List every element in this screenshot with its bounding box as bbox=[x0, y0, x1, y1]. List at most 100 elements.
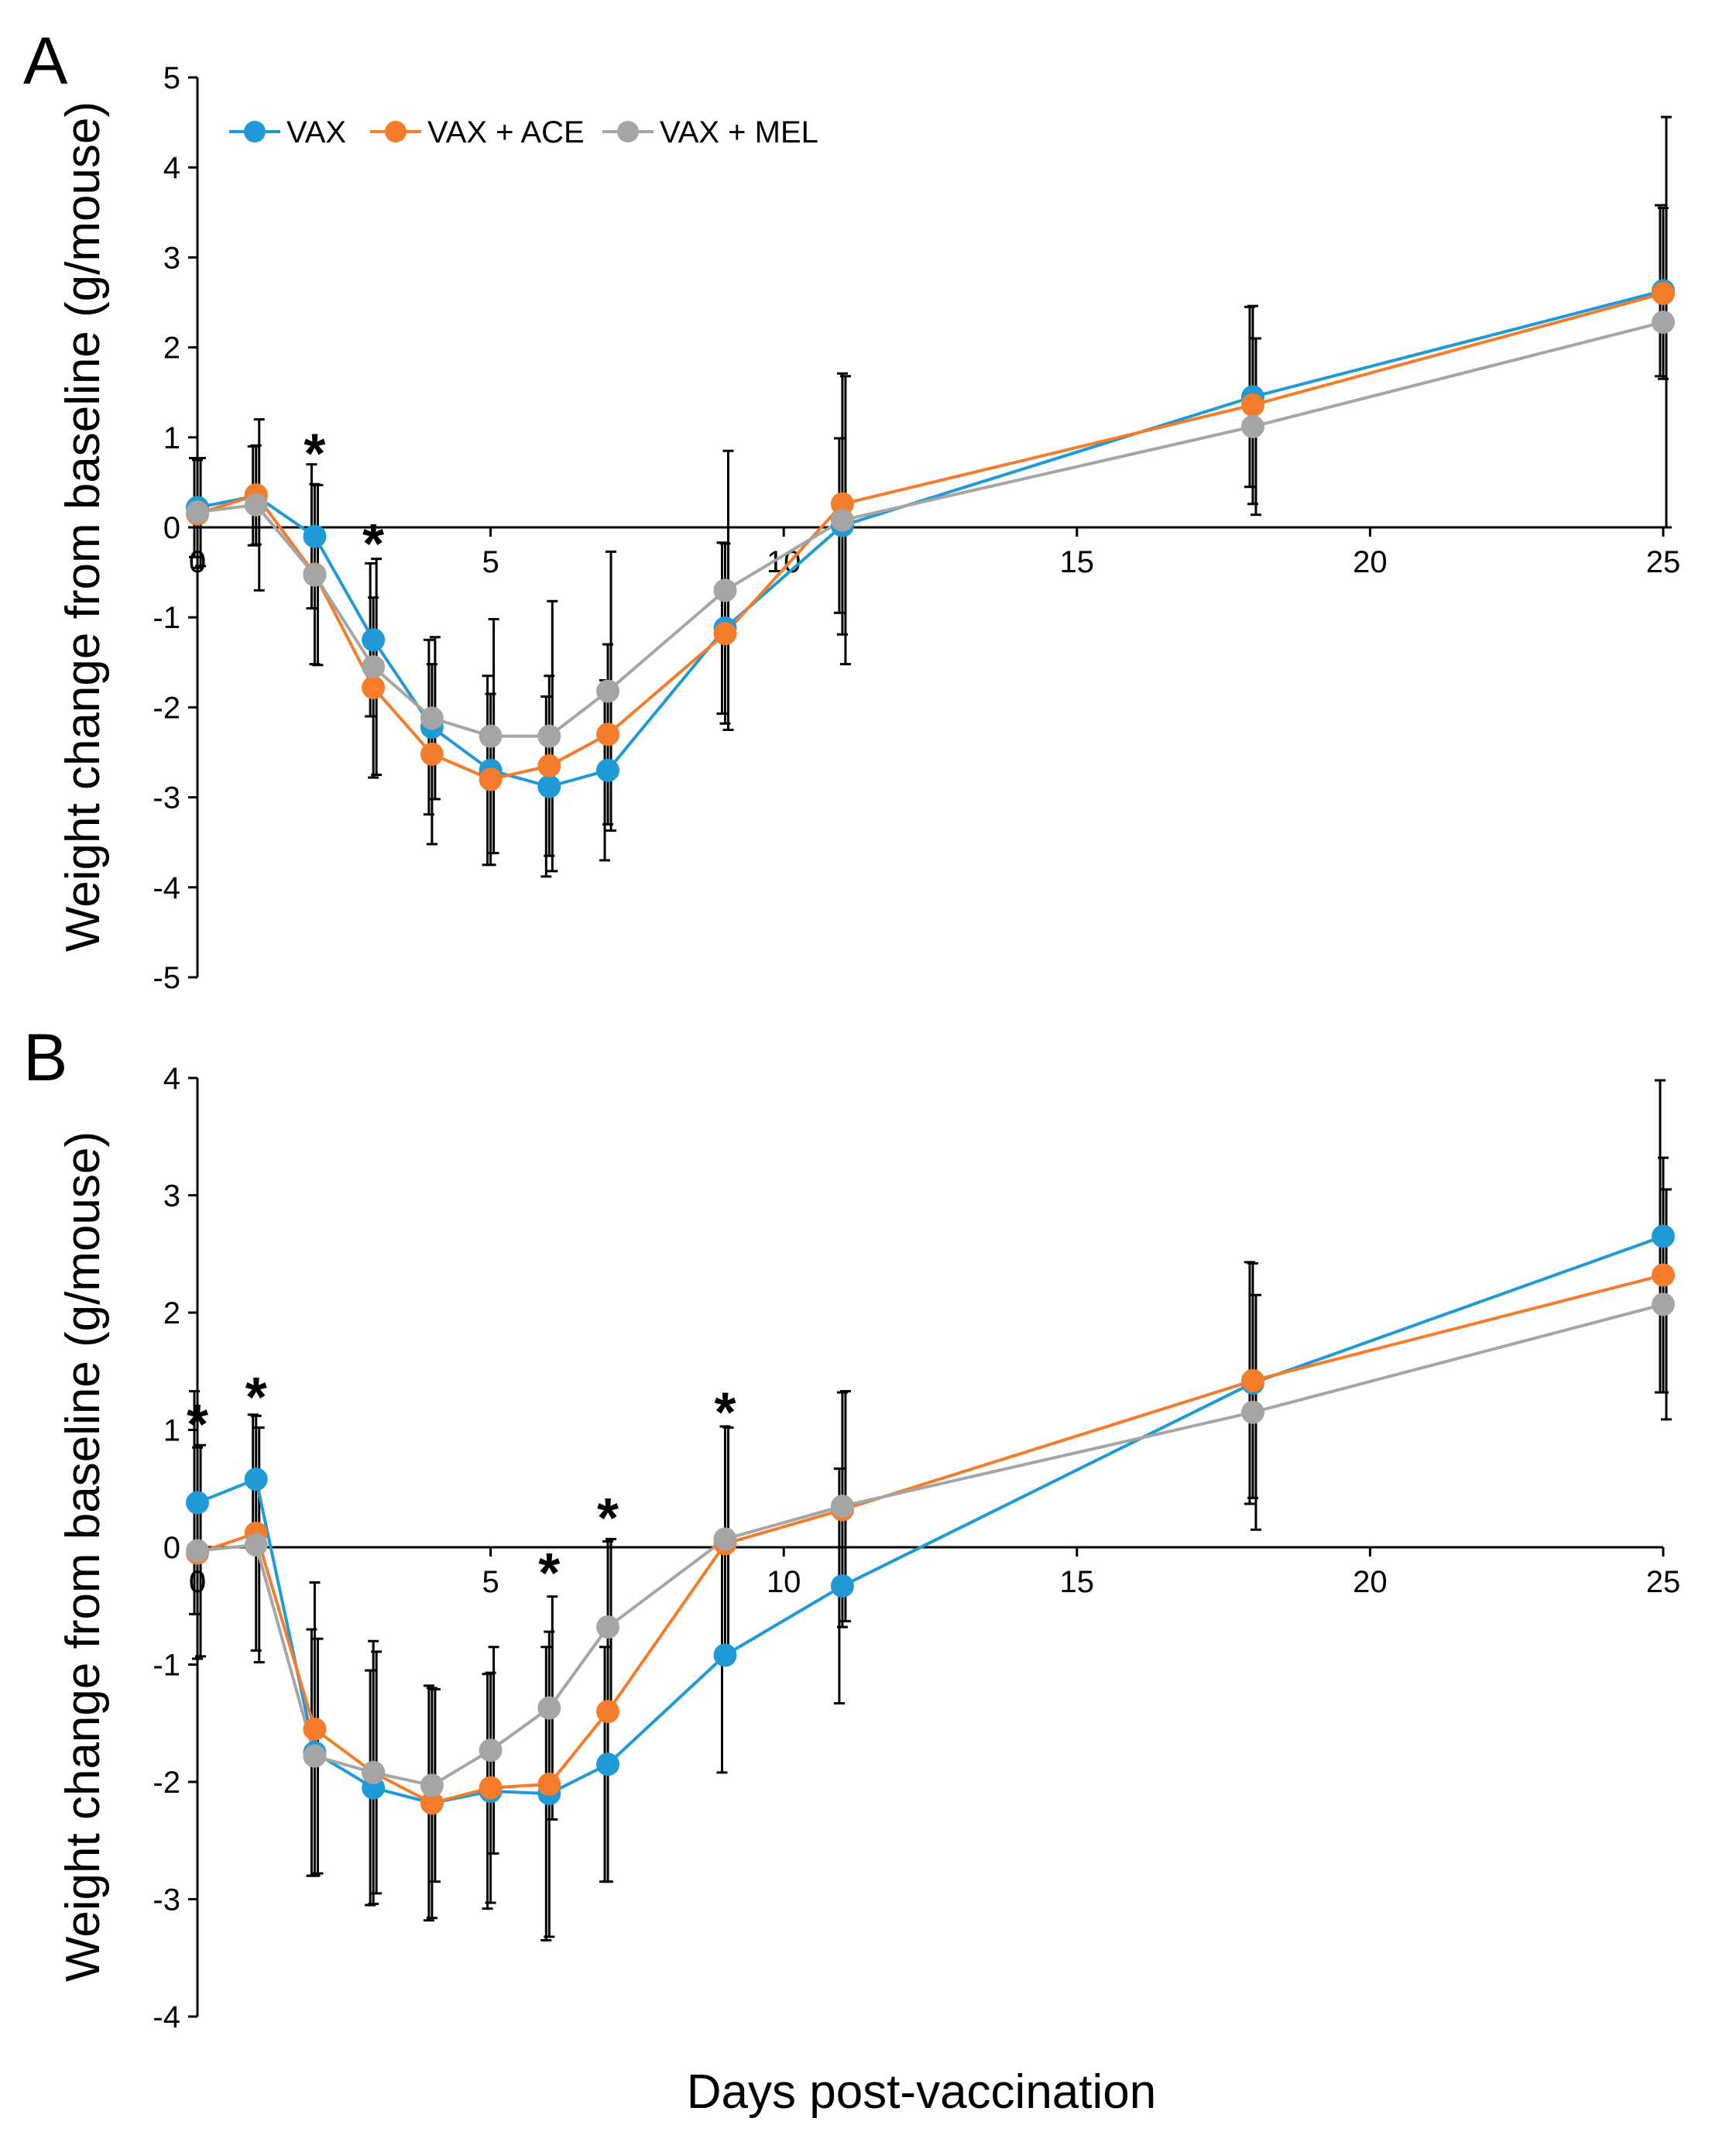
data-point-vax-ace bbox=[596, 723, 620, 747]
data-point-vax-mel bbox=[244, 1533, 268, 1557]
panel-a-label: A bbox=[23, 24, 68, 98]
x-tick-label: 10 bbox=[767, 1565, 801, 1599]
x-tick-label: 25 bbox=[1646, 1565, 1681, 1599]
x-tick-label: 25 bbox=[1646, 545, 1681, 579]
y-tick-label: 0 bbox=[163, 511, 180, 545]
data-point-vax-ace bbox=[1240, 1368, 1264, 1392]
data-point-vax-mel bbox=[479, 724, 503, 748]
x-tick-label: 20 bbox=[1353, 545, 1388, 579]
legend-mel-label: VAX + MEL bbox=[660, 115, 818, 149]
data-point-vax-ace bbox=[479, 1776, 503, 1800]
data-point-vax-mel bbox=[1240, 414, 1264, 438]
panel-b-significance-markers: * * * * * bbox=[187, 1367, 736, 1605]
data-point-vax-ace bbox=[713, 622, 737, 646]
data-point-vax-mel bbox=[244, 493, 268, 517]
y-tick-label: -3 bbox=[153, 1883, 180, 1917]
significance-star: * bbox=[362, 513, 384, 575]
panel-b: B -4-3-2-1012340510152025 ***** Weight c… bbox=[23, 1021, 1680, 2034]
x-tick-label: 15 bbox=[1060, 545, 1095, 579]
y-tick-label: -3 bbox=[153, 781, 180, 815]
y-tick-label: -5 bbox=[153, 961, 180, 995]
significance-star: * bbox=[304, 424, 325, 486]
y-tick-label: 3 bbox=[163, 241, 180, 275]
y-tick-label: 2 bbox=[163, 331, 180, 366]
y-tick-label: 3 bbox=[163, 1179, 180, 1213]
data-point-vax-ace bbox=[479, 767, 503, 791]
panel-a-y-axis-title: Weight change from baseline (g/mouse) bbox=[57, 101, 110, 952]
significance-star: * bbox=[245, 1367, 267, 1429]
series-line-vax bbox=[197, 289, 1664, 788]
data-point-vax-ace bbox=[1652, 281, 1675, 305]
data-point-vax-mel bbox=[479, 1739, 503, 1763]
series-line-vax bbox=[197, 1234, 1664, 1805]
x-tick-label: 5 bbox=[482, 545, 499, 579]
panel-a-series-lines bbox=[197, 289, 1664, 788]
data-point-vax-ace bbox=[1652, 1263, 1675, 1287]
series-line-vax-mel bbox=[197, 321, 1664, 738]
panel-b-y-axis-title: Weight change from baseline (g/mouse) bbox=[57, 1131, 110, 1982]
y-tick-label: 1 bbox=[163, 421, 180, 455]
data-point-vax-mel bbox=[1240, 1400, 1264, 1424]
series-line-vax-ace bbox=[197, 1273, 1664, 1805]
data-point-vax bbox=[596, 758, 620, 782]
data-point-vax-mel bbox=[303, 1744, 327, 1768]
panel-a-legend: VAX VAX + ACE VAX + MEL bbox=[229, 115, 818, 149]
legend-ace-label: VAX + ACE bbox=[427, 115, 585, 149]
data-point-vax-mel bbox=[1652, 1292, 1675, 1316]
data-point-vax-mel bbox=[537, 724, 561, 748]
data-point-vax-ace bbox=[303, 1717, 327, 1741]
y-tick-label: 4 bbox=[163, 151, 180, 185]
y-tick-label: -1 bbox=[153, 601, 180, 635]
y-tick-label: 2 bbox=[163, 1296, 180, 1330]
data-point-vax-mel bbox=[1652, 311, 1675, 335]
significance-star: * bbox=[714, 1382, 736, 1444]
panel-b-error-bars bbox=[189, 1079, 1672, 1942]
panel-a-significance-markers: ** bbox=[304, 424, 384, 575]
data-point-vax-ace bbox=[830, 492, 854, 516]
significance-star: * bbox=[597, 1488, 619, 1550]
legend-vax-marker bbox=[244, 121, 266, 142]
data-point-vax-mel bbox=[420, 706, 444, 730]
significance-star: * bbox=[187, 1394, 208, 1456]
data-point-vax-mel bbox=[420, 1773, 444, 1797]
data-point-vax-ace bbox=[362, 675, 386, 699]
y-tick-label: -2 bbox=[153, 691, 180, 725]
x-tick-label: 5 bbox=[482, 1565, 499, 1599]
data-point-vax bbox=[596, 1752, 620, 1776]
data-point-vax-mel bbox=[186, 1539, 209, 1563]
data-point-vax-ace bbox=[1240, 393, 1264, 417]
panel-b-label: B bbox=[23, 1021, 67, 1095]
legend-mel-marker bbox=[617, 121, 639, 142]
data-point-vax-ace bbox=[537, 1773, 561, 1797]
data-point-vax-mel bbox=[713, 578, 737, 602]
data-point-vax-mel bbox=[303, 563, 327, 587]
legend-vax-label: VAX bbox=[286, 115, 346, 149]
data-point-vax-mel bbox=[713, 1527, 737, 1551]
panel-b-series-lines bbox=[197, 1234, 1664, 1805]
data-point-vax-mel bbox=[362, 655, 386, 679]
x-axis-title: Days post-vaccination bbox=[687, 2065, 1157, 2119]
panel-b-axes: -4-3-2-1012340510152025 bbox=[153, 1062, 1680, 2034]
data-point-vax-mel bbox=[596, 679, 620, 703]
y-tick-label: -1 bbox=[153, 1649, 180, 1683]
data-point-vax-ace bbox=[537, 753, 561, 778]
y-tick-label: -2 bbox=[153, 1766, 180, 1800]
data-point-vax-mel bbox=[186, 500, 209, 524]
data-point-vax bbox=[1652, 1224, 1675, 1248]
data-point-vax-ace bbox=[420, 742, 444, 766]
significance-star: * bbox=[538, 1543, 560, 1605]
data-point-vax-mel bbox=[830, 1494, 854, 1518]
panel-b-data-points bbox=[186, 1224, 1675, 1815]
y-tick-label: 4 bbox=[163, 1062, 180, 1096]
data-point-vax bbox=[244, 1467, 268, 1492]
data-point-vax bbox=[303, 524, 327, 548]
series-line-vax-mel bbox=[197, 1303, 1664, 1787]
y-tick-label: 1 bbox=[163, 1414, 180, 1448]
data-point-vax bbox=[186, 1491, 209, 1515]
data-point-vax-ace bbox=[420, 1791, 444, 1815]
panel-a: A -5-4-3-2-10123450510152025 ** VAX VAX … bbox=[23, 24, 1680, 995]
data-point-vax bbox=[537, 774, 561, 798]
y-tick-label: -4 bbox=[153, 2000, 180, 2034]
data-point-vax-ace bbox=[596, 1700, 620, 1724]
